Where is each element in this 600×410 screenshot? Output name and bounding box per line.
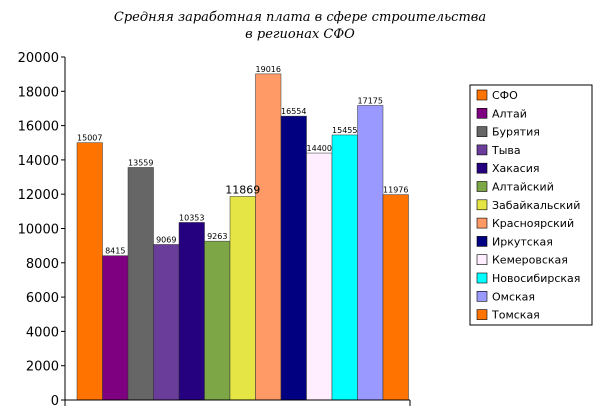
- data-label: 15455: [332, 126, 357, 135]
- bar-12: [357, 105, 384, 401]
- data-label: 13559: [128, 158, 153, 167]
- legend-label: Бурятия: [492, 126, 540, 139]
- legend-label: Иркутская: [492, 235, 553, 248]
- legend-swatch: [476, 89, 488, 101]
- y-axis-ticks: 0 2000 4000 6000 8000 10000 12000 14000 16000 180…: [18, 51, 65, 409]
- legend-label: СФО: [492, 89, 518, 102]
- legend-label: Красноярский: [492, 217, 574, 230]
- data-label: 9263: [207, 232, 227, 241]
- legend-swatch: [476, 236, 488, 247]
- y-tick-label: 16000: [18, 120, 59, 135]
- bar-1: [76, 142, 103, 401]
- y-tick-label: 8000: [26, 257, 59, 272]
- y-tick-label: 4000: [26, 325, 59, 340]
- legend-swatch: [476, 217, 488, 229]
- legend-label: Хакасия: [492, 162, 539, 175]
- legend-label: Алтай: [492, 107, 527, 120]
- legend: СФО Алтай Бурятия Тыва Хакасия Алтайский Забай…: [469, 84, 593, 326]
- data-label: 8415: [105, 247, 125, 256]
- bar-5: [178, 222, 205, 401]
- legend-label: Новосибирская: [492, 272, 580, 285]
- bar-13: [382, 194, 409, 401]
- legend-swatch: [476, 290, 488, 302]
- bar-3: [127, 167, 154, 401]
- legend-swatch: [476, 144, 488, 156]
- axes: [64, 57, 411, 406]
- y-tick-label: 18000: [18, 85, 59, 100]
- y-tick-label: 0: [51, 394, 59, 409]
- data-label: 14400: [307, 144, 332, 153]
- legend-swatch: [476, 108, 488, 119]
- y-tick-label: 2000: [26, 360, 59, 375]
- legend-label: Забайкальский: [492, 199, 580, 212]
- bar-2: [102, 255, 129, 401]
- data-labels: 15007 8415 13559 9069 10353 9263 11869 19016 165…: [77, 65, 408, 256]
- data-label: 17175: [358, 96, 383, 105]
- data-label: 11869: [225, 183, 260, 196]
- legend-box: [469, 84, 593, 326]
- data-label: 19016: [256, 65, 281, 74]
- bar-4: [153, 244, 180, 401]
- bars: [76, 73, 409, 401]
- y-tick-label: 10000: [18, 223, 59, 238]
- bar-7: [229, 196, 256, 401]
- bar-6: [204, 240, 231, 401]
- bar-8: [255, 73, 282, 401]
- data-label: 10353: [179, 213, 204, 222]
- legend-label: Алтайский: [492, 181, 554, 194]
- data-label: 11976: [383, 186, 408, 195]
- data-label: 15007: [77, 134, 102, 143]
- chart-title-line-2: в регионах СФО: [245, 27, 355, 42]
- legend-swatch: [476, 162, 488, 174]
- y-tick-label: 12000: [18, 188, 59, 203]
- bar-10: [306, 152, 333, 401]
- legend-swatch: [476, 272, 488, 284]
- legend-label: Томская: [491, 309, 540, 322]
- legend-label: Тыва: [491, 144, 521, 157]
- chart-title-line-1: Средняя заработная плата в сфере строите…: [114, 10, 486, 25]
- bar-9: [280, 115, 307, 401]
- legend-label: Омская: [492, 290, 535, 303]
- legend-swatch: [476, 309, 488, 320]
- data-label: 9069: [156, 235, 176, 244]
- legend-swatch: [476, 181, 488, 192]
- legend-swatch: [476, 126, 488, 137]
- legend-swatch: [476, 199, 488, 211]
- legend-label: Кемеровская: [492, 254, 568, 267]
- bar-11: [331, 134, 358, 401]
- chart-title: Средняя заработная плата в сфере строите…: [114, 10, 486, 42]
- legend-swatch: [476, 254, 488, 265]
- y-tick-label: 14000: [18, 154, 59, 169]
- data-label: 16554: [281, 107, 306, 116]
- y-tick-label: 20000: [18, 51, 59, 66]
- y-tick-label: 6000: [26, 291, 59, 306]
